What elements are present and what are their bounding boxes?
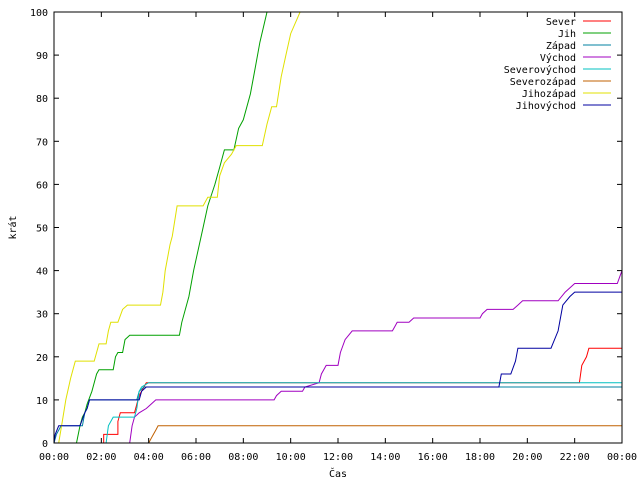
- y-tick-label: 90: [36, 51, 48, 62]
- legend-label: Jih: [558, 29, 576, 40]
- legend-label: Sever: [546, 17, 576, 28]
- y-tick-label: 70: [36, 137, 48, 148]
- y-tick-label: 10: [36, 396, 48, 407]
- x-tick-label: 04:00: [134, 452, 164, 463]
- y-tick-label: 60: [36, 180, 48, 191]
- x-tick-label: 14:00: [370, 452, 400, 463]
- y-tick-label: 30: [36, 310, 48, 321]
- x-tick-label: 02:00: [86, 452, 116, 463]
- x-tick-label: 16:00: [418, 452, 448, 463]
- legend-label: Jihovýchod: [516, 100, 576, 112]
- x-tick-label: 00:00: [39, 452, 69, 463]
- x-tick-label: 20:00: [512, 452, 542, 463]
- x-axis-label: Čas: [329, 467, 347, 480]
- y-tick-label: 0: [42, 439, 48, 450]
- x-tick-label: 10:00: [276, 452, 306, 463]
- x-tick-label: 06:00: [181, 452, 211, 463]
- series-line-1: [103, 347, 622, 443]
- legend-label: Jihozápad: [522, 88, 576, 100]
- y-tick-label: 100: [30, 8, 48, 19]
- series-line-2: [76, 12, 268, 443]
- x-tick-label: 00:00: [607, 452, 637, 463]
- legend-label: Východ: [540, 52, 576, 64]
- legend-label: Severovýchod: [504, 64, 576, 76]
- x-tick-label: 12:00: [323, 452, 353, 463]
- series-line-5: [105, 382, 622, 443]
- legend: SeverJihZápadVýchodSeverovýchodSeverozáp…: [504, 17, 611, 112]
- x-tick-label: 22:00: [560, 452, 590, 463]
- legend-label: Severozápad: [510, 76, 576, 88]
- series-line-8: [54, 291, 622, 443]
- y-tick-label: 40: [36, 267, 48, 278]
- y-tick-label: 50: [36, 224, 48, 235]
- x-tick-label: 18:00: [465, 452, 495, 463]
- y-tick-label: 80: [36, 94, 48, 105]
- x-tick-label: 08:00: [228, 452, 258, 463]
- series-line-7: [58, 12, 301, 443]
- series-line-6: [148, 425, 622, 443]
- legend-label: Západ: [546, 40, 576, 52]
- y-tick-label: 20: [36, 353, 48, 364]
- ticks-layer: 0 10 20 30 40 50 60 70 80 90 100 00:00 02:00 04:00 06:…: [30, 8, 637, 463]
- series-line-4: [129, 270, 622, 443]
- y-axis-label: krát: [7, 215, 19, 239]
- series-layer: [54, 12, 622, 443]
